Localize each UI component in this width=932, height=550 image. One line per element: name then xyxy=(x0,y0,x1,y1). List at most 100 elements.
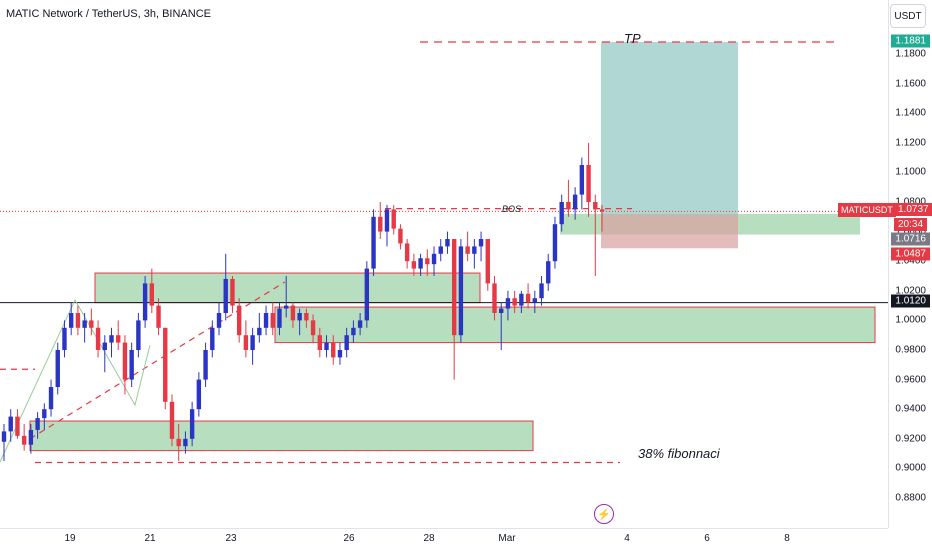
x-tick-label: 8 xyxy=(784,533,790,544)
trend-dashed-line xyxy=(29,281,286,440)
candle-body xyxy=(398,228,403,244)
candle-body xyxy=(156,305,161,328)
candle-body xyxy=(230,278,235,306)
countdown-label: 20:34 xyxy=(894,218,928,231)
candle-body xyxy=(189,409,195,439)
x-tick-label: 23 xyxy=(225,533,237,544)
y-tick-label: 1.0400 xyxy=(895,255,926,267)
candle-body xyxy=(55,350,60,387)
candle-body xyxy=(344,335,349,350)
candle-body xyxy=(196,379,202,410)
candle-body xyxy=(169,401,175,439)
candle-body xyxy=(203,350,208,380)
candle-body xyxy=(89,320,94,328)
candle-body xyxy=(418,258,423,269)
lightning-icon[interactable]: ⚡ xyxy=(594,504,614,524)
candle-body xyxy=(331,342,336,358)
candle-body xyxy=(163,327,168,402)
y-tick-label: 0.9600 xyxy=(895,374,926,386)
candle-body xyxy=(210,327,215,350)
y-tick-label: 0.9200 xyxy=(895,433,926,445)
candle-body xyxy=(566,202,571,210)
entry-price-label: 1.0716 xyxy=(891,232,930,246)
candle-body xyxy=(593,202,598,210)
candle-body xyxy=(512,298,517,306)
candle-body xyxy=(357,320,363,328)
candle-body xyxy=(458,246,464,336)
demand-zone xyxy=(274,306,876,344)
candle-body xyxy=(378,216,383,232)
y-tick-label: 1.0800 xyxy=(895,196,926,208)
candle-body xyxy=(102,342,107,350)
candle-body xyxy=(42,409,47,419)
candle-body xyxy=(472,246,477,254)
candle-body xyxy=(149,283,155,306)
candle-body xyxy=(284,305,289,309)
candle-body xyxy=(48,387,54,410)
candle-body xyxy=(559,202,564,225)
bos-annotation: BOS xyxy=(502,204,522,214)
stop-price-label: 1.0487 xyxy=(891,247,930,261)
candle-body xyxy=(425,258,430,265)
candle-body xyxy=(317,335,322,350)
x-tick-label: 26 xyxy=(343,533,355,544)
candle-body xyxy=(297,313,302,321)
y-tick-label: 1.0200 xyxy=(895,285,926,297)
candle-body xyxy=(337,350,343,358)
candle-body xyxy=(304,313,309,321)
candle-body xyxy=(505,298,511,309)
candle-body xyxy=(572,194,578,210)
level-price-label: 1.0120 xyxy=(891,294,930,308)
x-tick-label: Mar xyxy=(498,533,516,544)
candle-body xyxy=(310,320,316,336)
y-tick-label: 1.1600 xyxy=(895,78,926,90)
candle-body xyxy=(75,313,81,328)
candle-body xyxy=(465,246,470,254)
candle-body xyxy=(28,429,34,445)
y-tick-label: 0.9800 xyxy=(895,344,926,356)
candle-body xyxy=(62,327,67,350)
time-axis-border xyxy=(0,528,888,529)
candle-body xyxy=(122,342,128,380)
candle-body xyxy=(236,305,242,336)
candle-body xyxy=(68,313,74,328)
candle-body xyxy=(364,268,370,321)
candle-body xyxy=(478,239,484,247)
currency-button[interactable]: USDT xyxy=(890,4,926,28)
y-tick-label: 0.9400 xyxy=(895,403,926,415)
candle-body xyxy=(445,239,450,247)
symbol-title: MATIC Network / TetherUS, 3h, BINANCE xyxy=(6,8,211,20)
demand-zone xyxy=(94,272,481,304)
price-axis-border xyxy=(888,0,889,528)
candle-body xyxy=(116,335,121,343)
x-tick-label: 28 xyxy=(423,533,435,544)
candle-body xyxy=(142,283,148,321)
candle-body xyxy=(263,313,269,328)
candle-body xyxy=(250,335,255,350)
candle-body xyxy=(431,253,437,265)
candle-body xyxy=(35,418,40,430)
candle-body xyxy=(1,431,7,442)
x-tick-label: 19 xyxy=(64,533,76,544)
y-tick-label: 1.1800 xyxy=(895,48,926,60)
current-price-label: 1.0737 xyxy=(894,203,932,216)
candle-body xyxy=(411,261,417,269)
tp-price-label: 1.1881 xyxy=(891,34,930,48)
candle-body xyxy=(492,283,497,313)
y-tick-label: 0.9000 xyxy=(895,462,926,474)
take-profit-box xyxy=(601,42,738,215)
candle-body xyxy=(539,283,544,299)
candle-body xyxy=(270,313,275,328)
candle-body xyxy=(82,320,87,328)
candle-body xyxy=(243,335,249,350)
tp-annotation: TP xyxy=(624,31,641,46)
chart-canvas[interactable] xyxy=(0,0,888,528)
candle-body xyxy=(532,298,538,303)
candle-body xyxy=(290,305,296,321)
candle-body xyxy=(404,243,410,262)
y-tick-label: 1.1200 xyxy=(895,137,926,149)
candle-body xyxy=(351,327,356,336)
candle-body xyxy=(15,416,20,436)
y-tick-label: 1.0000 xyxy=(895,314,926,326)
